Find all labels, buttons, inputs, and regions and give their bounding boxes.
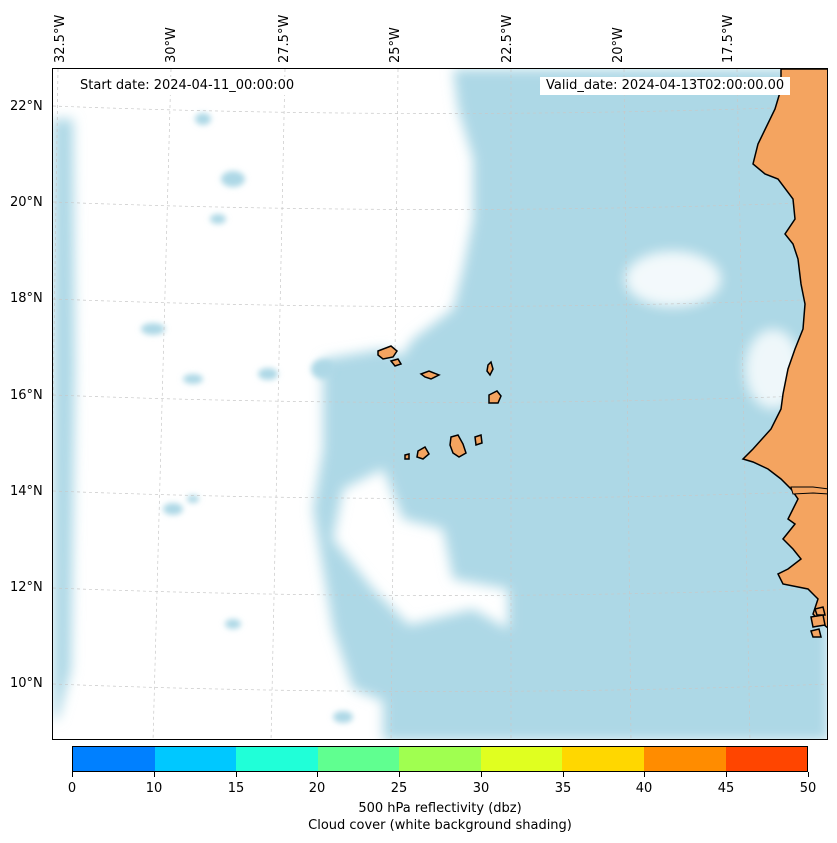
gambia-estuary	[790, 486, 827, 495]
cloud-patch	[258, 368, 278, 380]
colorbar-tick-label: 40	[635, 781, 653, 796]
santo-antao-island	[377, 345, 398, 360]
colorbar-segment	[480, 747, 563, 771]
sal-island	[486, 360, 494, 377]
colorbar-tick	[563, 772, 564, 777]
longitude-label: 22.5°W	[500, 14, 515, 63]
parallel-16n	[53, 394, 827, 403]
meridian-20w	[623, 69, 632, 739]
longitude-label: 20°W	[611, 27, 626, 63]
colorbar-label-cloud-cover: Cloud cover (white background shading)	[308, 818, 572, 833]
colorbar-tick-label: 25	[390, 781, 408, 796]
fogo-island	[416, 445, 430, 460]
latitude-label: 14°N	[10, 484, 43, 499]
parallel-22n	[53, 105, 827, 114]
meridian-30w	[152, 69, 172, 739]
cloud-patch	[187, 495, 199, 503]
map-gridlines	[53, 69, 827, 739]
colorbar-tick-label: 10	[145, 781, 163, 796]
cloud-cover-shading	[53, 69, 827, 739]
clearing-north	[625, 251, 721, 307]
latitude-label: 22°N	[10, 99, 43, 114]
cloud-patch	[163, 503, 183, 515]
colorbar-tick-label: 20	[308, 781, 326, 796]
cloud-band-south	[383, 609, 508, 739]
cloud-patch	[221, 171, 245, 187]
sao-nicolau-island	[419, 370, 441, 380]
colorbar-tick-label: 0	[67, 781, 77, 796]
cloud-patches	[141, 113, 353, 723]
longitude-label: 17.5°W	[721, 14, 736, 63]
colorbar-tick	[72, 772, 73, 777]
cloud-band-west	[313, 349, 453, 709]
colorbar-tick	[726, 772, 727, 777]
colorbar-segment	[643, 747, 726, 771]
cloud-patch	[210, 214, 226, 224]
map-canvas	[53, 69, 827, 739]
colorbar-tick	[236, 772, 237, 777]
boa-vista-island	[488, 390, 502, 404]
land-areas	[377, 69, 827, 638]
cloud-mass-east	[353, 69, 827, 739]
cloud-patch	[311, 359, 335, 379]
colorbar-tick-label: 50	[799, 781, 817, 796]
santiago-island	[449, 434, 467, 458]
map-panel	[52, 68, 828, 740]
parallel-12n	[53, 587, 827, 596]
colorbar-tick-label: 35	[554, 781, 572, 796]
longitude-label: 32.5°W	[53, 14, 68, 63]
colorbar-tick-label: 45	[717, 781, 735, 796]
colorbar-segment	[154, 747, 237, 771]
colorbar-segment	[236, 747, 318, 771]
latitude-label: 16°N	[10, 388, 43, 403]
colorbar-segment	[725, 747, 808, 771]
longitude-label: 27.5°W	[277, 14, 292, 63]
start-date-label: Start date: 2024-04-11_00:00:00	[76, 77, 299, 95]
cloud-patch	[141, 323, 165, 335]
cloud-patch	[183, 374, 203, 384]
bijagos-islands	[810, 606, 826, 638]
meridian-27-5w	[270, 69, 286, 739]
meridian-25w	[390, 69, 399, 739]
colorbar-tick-label: 30	[472, 781, 490, 796]
colorbar-segment	[399, 747, 481, 771]
valid-date-label: Valid_date: 2024-04-13T02:00:00.00	[540, 77, 791, 95]
sao-vicente-island	[389, 358, 403, 367]
cloud-patch	[195, 113, 211, 125]
parallel-14n	[53, 490, 827, 499]
latitude-label: 12°N	[10, 580, 43, 595]
colorbar-tick	[317, 772, 318, 777]
latitude-label: 18°N	[10, 291, 43, 306]
longitude-label: 30°W	[164, 27, 179, 63]
colorbar-label-reflectivity: 500 hPa reflectivity (dbz)	[358, 801, 522, 816]
maio-island	[474, 433, 483, 447]
colorbar-tick	[154, 772, 155, 777]
longitude-label: 25°W	[388, 27, 403, 63]
brava-island	[404, 453, 410, 460]
reflectivity-colorbar	[72, 746, 808, 772]
parallel-20n	[53, 201, 827, 210]
cloud-patch	[333, 711, 353, 723]
parallel-10n	[53, 683, 827, 692]
cloud-patch	[225, 619, 241, 629]
latitude-label: 20°N	[10, 195, 43, 210]
cloud-strip-left	[53, 119, 75, 719]
latitude-label: 10°N	[10, 676, 43, 691]
colorbar-segment	[73, 747, 155, 771]
colorbar-tick	[644, 772, 645, 777]
colorbar-segment	[562, 747, 644, 771]
colorbar-tick-label: 15	[227, 781, 245, 796]
colorbar-segment	[317, 747, 400, 771]
parallel-18n	[53, 298, 827, 307]
colorbar-tick	[399, 772, 400, 777]
colorbar-tick	[481, 772, 482, 777]
colorbar-tick	[808, 772, 809, 777]
meridian-17-5w	[736, 69, 751, 739]
